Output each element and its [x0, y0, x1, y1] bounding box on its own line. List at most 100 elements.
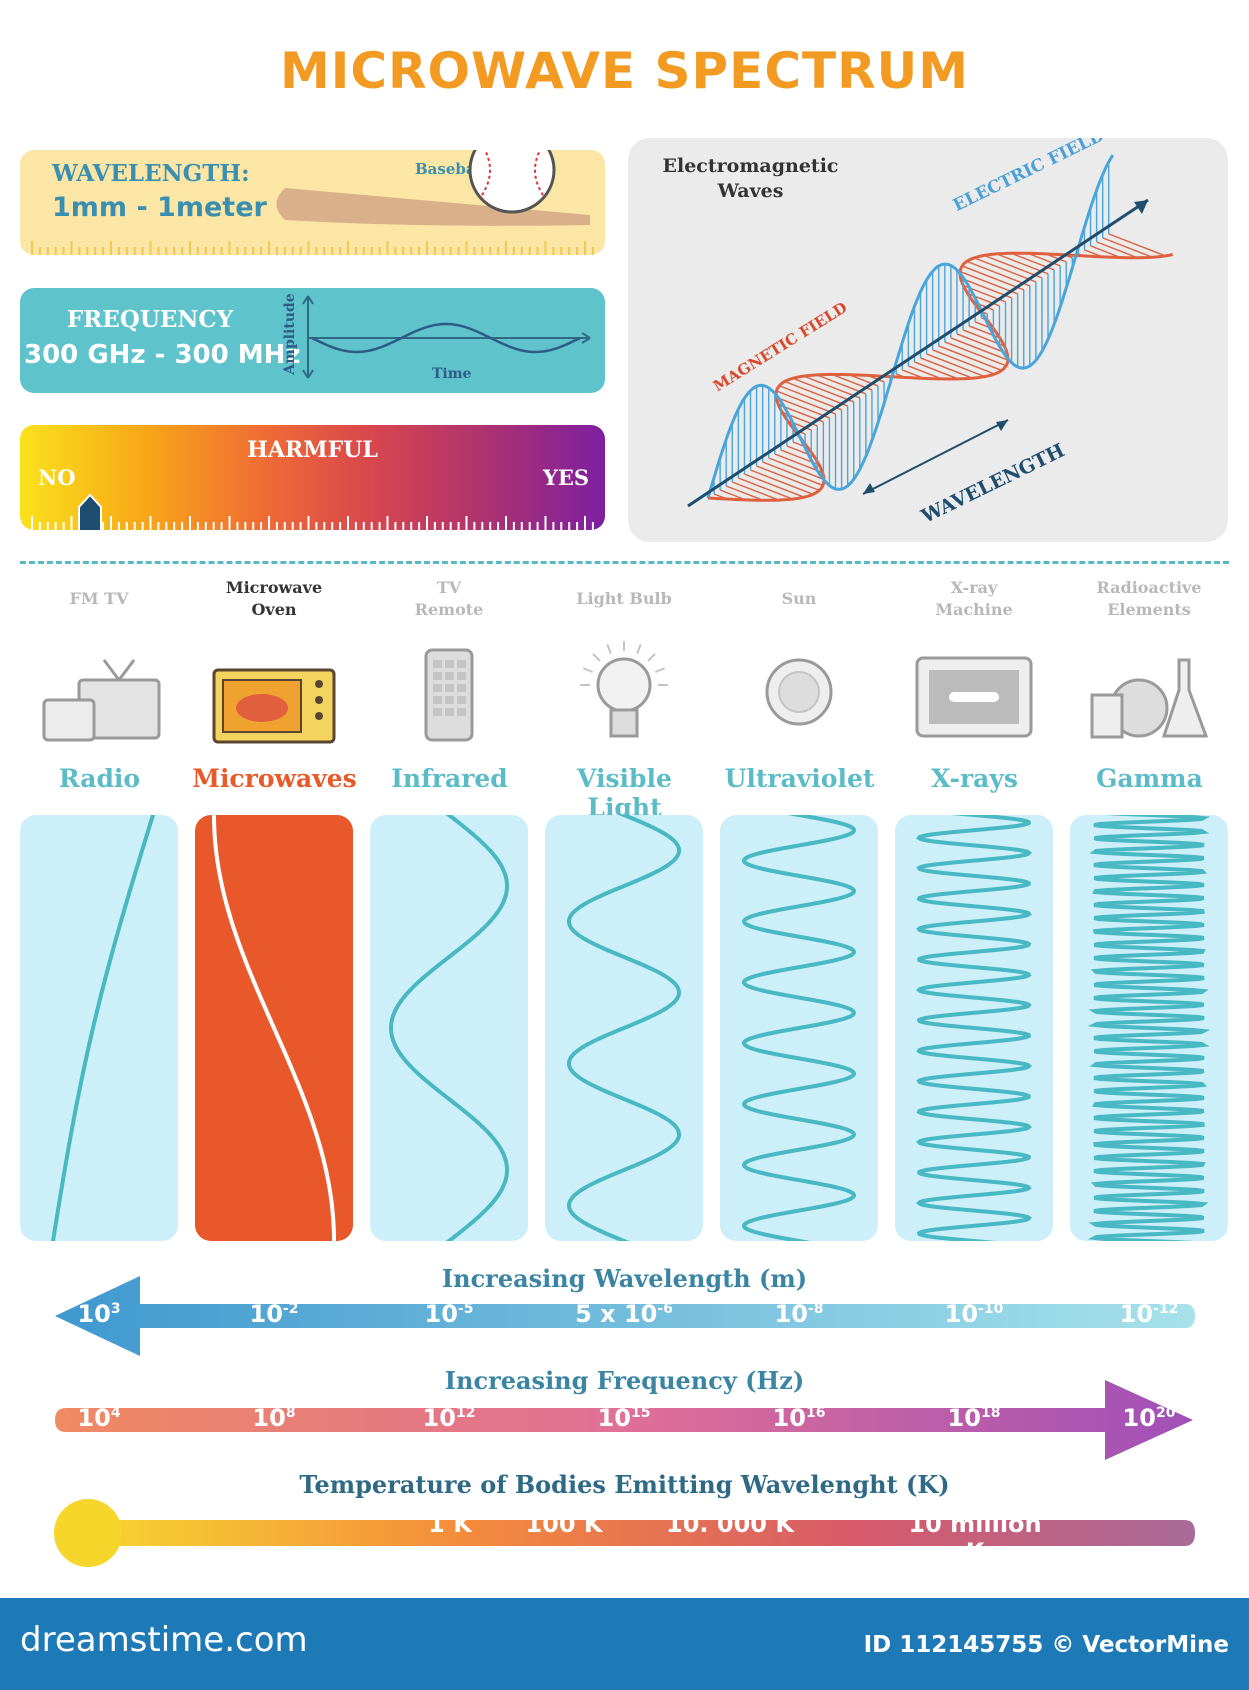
- tick-label: 10-2: [249, 1300, 299, 1328]
- source-label-6: Radioactive Elements: [1074, 577, 1224, 621]
- xray-machine-icon: [915, 656, 1033, 738]
- footer-image-id: ID 112145755 © VectorMine: [863, 1632, 1229, 1658]
- footer-brand[interactable]: dreamstime.com: [20, 1620, 308, 1660]
- wave-curve: [741, 815, 857, 1241]
- tick-label: 1 K: [428, 1510, 472, 1538]
- tick-label: 10-10: [944, 1300, 1004, 1328]
- harmful-card: HARMFUL NO YES: [20, 425, 605, 530]
- wave-panel-2: [370, 815, 528, 1241]
- wave-panel-6: [1070, 815, 1228, 1241]
- temperature-bar: [54, 1499, 1195, 1567]
- light-bulb-icon: [580, 641, 668, 738]
- baseball-bat-icon: [276, 150, 590, 226]
- tick-label: 10-12: [1119, 1300, 1179, 1328]
- sun-icon: [765, 658, 833, 726]
- wavelength-value: 1mm - 1meter: [52, 192, 267, 223]
- wave-panel-5: [895, 815, 1053, 1241]
- harmful-level-marker: [78, 493, 103, 530]
- tick-label: 10. 000 K: [666, 1510, 794, 1538]
- frequency-card: FREQUENCY 300 GHz - 300 MHz Amplitude Ti…: [20, 288, 605, 393]
- band-label-gamma: Gamma: [1096, 764, 1203, 793]
- band-label-x-rays: X-rays: [931, 764, 1018, 793]
- source-label-line: Remote: [414, 600, 484, 619]
- harmful-scale: [20, 503, 605, 530]
- wave-panel-0: [20, 815, 178, 1241]
- source-label-2: TV Remote: [374, 577, 524, 621]
- temperature-ticks: 1 K 100 K 10. 000 K 10 million K: [0, 1510, 1249, 1566]
- wavelength-card: WAVELENGTH: 1mm - 1meter Baseball: [20, 150, 605, 255]
- wave-curve: [389, 815, 509, 1241]
- tick-label: 100 K: [525, 1510, 603, 1538]
- band-label-infrared: Infrared: [391, 764, 508, 793]
- source-label-5: X-ray Machine: [899, 577, 1049, 621]
- wave-curve: [212, 815, 336, 1241]
- tick-label: 104: [77, 1404, 121, 1432]
- source-label-line: Oven: [251, 600, 297, 619]
- wave-panel-4: [720, 815, 878, 1241]
- band-label-radio: Radio: [58, 764, 141, 793]
- source-label-line: Radioactive: [1096, 578, 1202, 597]
- source-label-1: Microwave Oven: [199, 577, 349, 621]
- wave-curve: [915, 815, 1033, 1241]
- source-label-line: Sun: [781, 589, 817, 608]
- ruler-ticks: [20, 230, 605, 255]
- band-label-visible-light: Visible Light: [577, 764, 672, 822]
- harmful-label: HARMFUL: [247, 437, 378, 463]
- wave-curve: [50, 815, 156, 1241]
- frequency-value: 300 GHz - 300 MHz: [24, 340, 301, 370]
- frequency-arrow: [55, 1380, 1193, 1460]
- source-label-line: FM TV: [69, 589, 129, 608]
- wave-panel-3: [545, 815, 703, 1241]
- band-label-microwaves: Microwaves: [192, 764, 357, 793]
- wavelength-label: WAVELENGTH:: [52, 160, 250, 187]
- wavelength-arrow: [55, 1276, 1195, 1356]
- wave-panel-1: [195, 815, 353, 1241]
- tick-label: 1012: [422, 1404, 476, 1432]
- source-label-line: Microwave: [225, 578, 323, 597]
- source-label-3: Light Bulb: [549, 588, 699, 610]
- frequency-label: FREQUENCY: [66, 306, 234, 333]
- em-waves-title: Electromagnetic Waves: [628, 154, 873, 204]
- harmful-no-label: NO: [38, 465, 76, 490]
- tick-label: 1020: [1122, 1404, 1176, 1432]
- band-label-ultraviolet: Ultraviolet: [724, 764, 875, 793]
- source-label-line: Machine: [935, 600, 1013, 619]
- em-waves-title-line1: Electromagnetic: [662, 155, 839, 177]
- tick-label: 5 x 10-6: [575, 1300, 673, 1328]
- frequency-ticks: 104 108 1012 1015 1016 1018 1020: [0, 1404, 1249, 1444]
- source-label-0: FM TV: [24, 588, 174, 610]
- wavelength-ticks: 103 10-2 10-5 5 x 10-6 10-8 10-10 10-12: [0, 1300, 1249, 1340]
- tick-label: 108: [252, 1404, 296, 1432]
- source-label-line: Elements: [1107, 600, 1191, 619]
- tick-label: 10-5: [424, 1300, 474, 1328]
- time-label: Time: [432, 366, 472, 382]
- wavelength-axis-title: Increasing Wavelength (m): [441, 1264, 808, 1293]
- tick-label: 1015: [597, 1404, 651, 1432]
- em-wave-diagram: [687, 154, 1174, 508]
- footer-bar: dreamstime.com ID 112145755 © VectorMine: [0, 1598, 1249, 1690]
- tick-label: 10 million K: [908, 1510, 1042, 1566]
- tick-label: 1018: [947, 1404, 1001, 1432]
- radio-tv-icon: [42, 659, 161, 742]
- source-label-line: TV: [436, 578, 462, 597]
- frequency-axis-title: Increasing Frequency (Hz): [444, 1366, 805, 1395]
- tv-remote-icon: [424, 648, 474, 742]
- microwave-oven-icon: [212, 668, 336, 744]
- spectrum-bands: FM TV Radio Microwave Oven Microwaves TV Remot…: [20, 577, 1228, 1241]
- source-label-4: Sun: [724, 588, 874, 610]
- amplitude-time-graph: [302, 295, 591, 379]
- temperature-axis-title: Temperature of Bodies Emitting Wavelengh…: [299, 1470, 950, 1499]
- radioactive-elements-icon: [1090, 658, 1209, 739]
- wave-curve: [1087, 815, 1211, 1241]
- tick-label: 1016: [772, 1404, 826, 1432]
- sun-ball-icon: [54, 1499, 122, 1567]
- source-label-line: Light Bulb: [576, 589, 672, 608]
- page-title: MICROWAVE SPECTRUM: [280, 42, 969, 100]
- em-waves-title-line2: Waves: [717, 180, 784, 202]
- wave-curve: [567, 815, 681, 1241]
- em-waves-card: Electromagnetic Waves ELECTRIC FIELD MAG…: [628, 138, 1228, 542]
- tick-label: 10-8: [774, 1300, 824, 1328]
- harmful-yes-label: YES: [542, 465, 589, 490]
- source-label-line: X-ray: [950, 578, 998, 597]
- divider: [20, 561, 1229, 564]
